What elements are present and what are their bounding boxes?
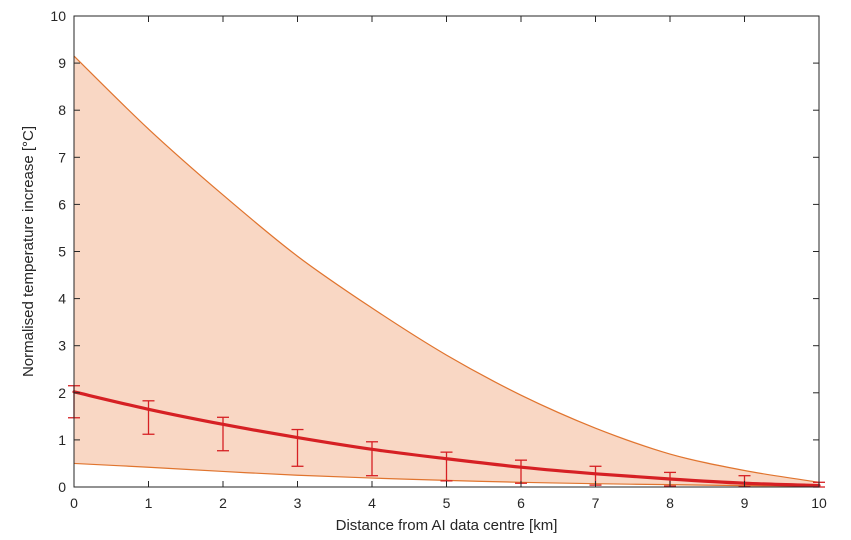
band-fill (74, 56, 819, 487)
y-tick-label: 0 (58, 479, 66, 495)
x-tick-label: 2 (219, 495, 227, 511)
y-tick-label: 1 (58, 432, 66, 448)
y-axis: 0 1 2 3 4 5 6 7 8 9 10 (50, 8, 819, 495)
x-tick-label: 1 (145, 495, 153, 511)
y-tick-label: 4 (58, 291, 66, 307)
x-tick-label: 3 (294, 495, 302, 511)
x-tick-label: 6 (517, 495, 525, 511)
x-tick-label: 0 (70, 495, 78, 511)
y-tick-label: 6 (58, 196, 66, 212)
error-bar (291, 428, 304, 467)
mean-line (72, 390, 821, 488)
y-tick-label: 5 (58, 244, 66, 260)
x-tick-label: 9 (741, 495, 749, 511)
x-tick-label: 8 (666, 495, 674, 511)
x-axis: 0 1 2 3 4 5 6 7 8 9 10 (70, 16, 827, 511)
x-tick-label: 5 (443, 495, 451, 511)
error-bar (142, 400, 155, 435)
y-tick-label: 10 (50, 8, 66, 24)
y-axis-title: Normalised temperature increase [°C] (20, 126, 37, 377)
error-bar (366, 441, 378, 477)
x-tick-label: 7 (592, 495, 600, 511)
band-upper-edge (73, 55, 820, 483)
x-tick-label: 4 (368, 495, 376, 511)
y-tick-label: 3 (58, 338, 66, 354)
x-axis-title: Distance from AI data centre [km] (336, 517, 558, 534)
y-tick-label: 8 (58, 102, 66, 118)
error-bar (440, 451, 453, 482)
x-tick-label: 10 (811, 495, 827, 511)
y-tick-label: 9 (58, 55, 66, 71)
mean-line-group (72, 390, 821, 488)
y-tick-label: 7 (58, 149, 66, 165)
y-tick-label: 2 (58, 385, 66, 401)
